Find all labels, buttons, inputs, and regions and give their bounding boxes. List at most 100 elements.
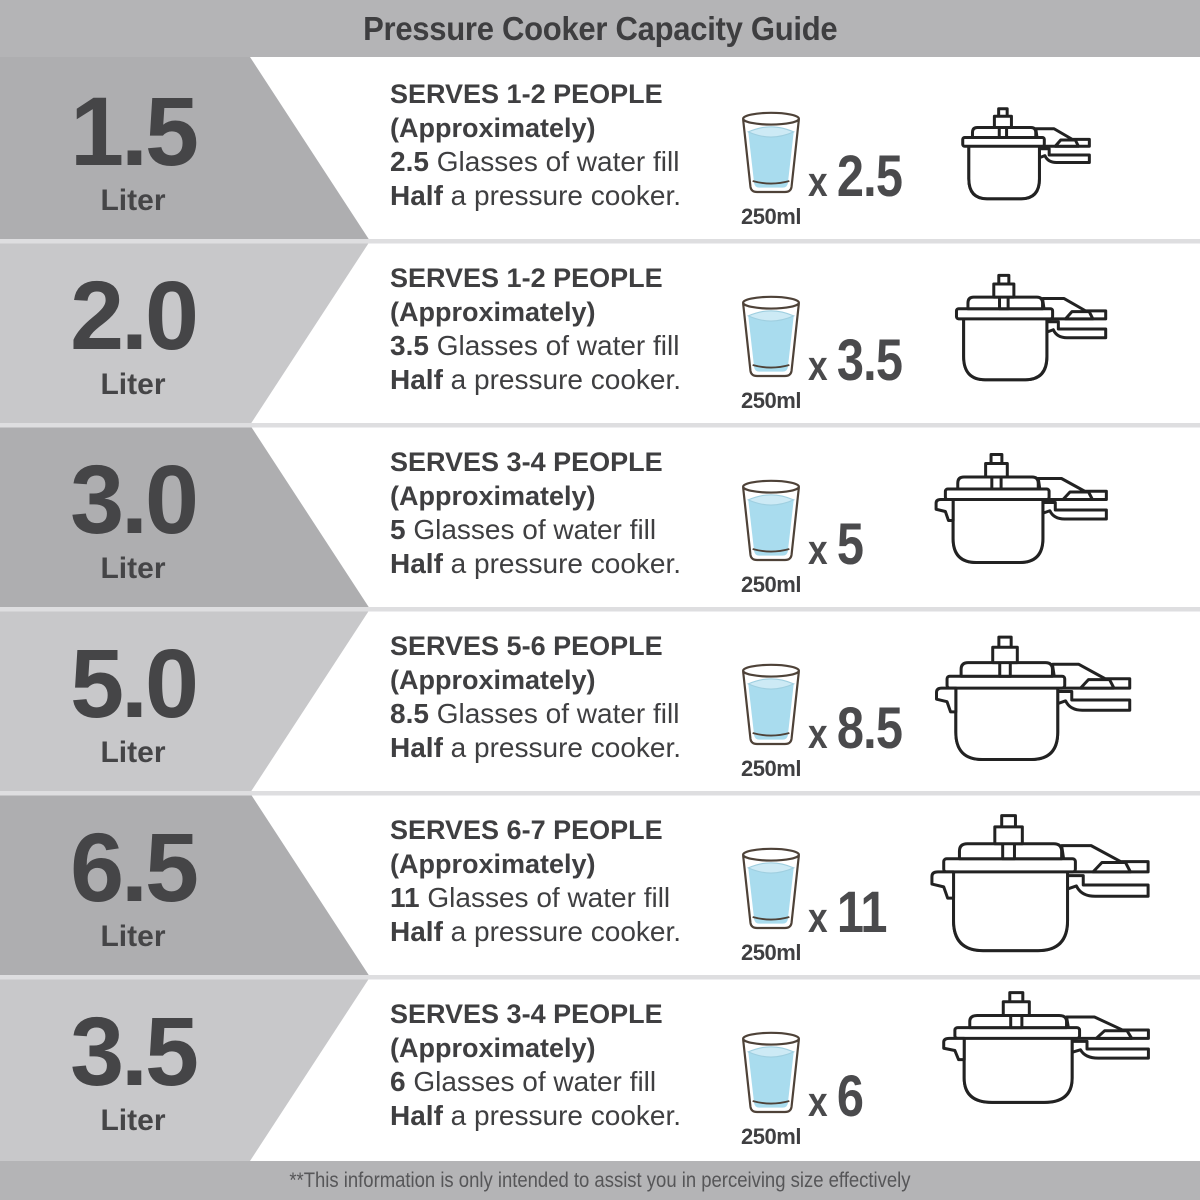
glass-block: 250ml (730, 109, 812, 230)
glasses-text: Glasses of water fill (428, 146, 680, 177)
row-description: SERVES 1-2 PEOPLE (Approximately) 2.5 Gl… (390, 77, 681, 213)
water-glass-icon (742, 295, 800, 378)
capacity-row-2.0l: 2.0 Liter SERVES 1-2 PEOPLE (Approximatel… (0, 241, 1200, 425)
glasses-line: 11 Glasses of water fill (390, 881, 681, 915)
water-glass-icon (742, 847, 800, 930)
multiplier-symbol: x (808, 158, 828, 205)
half-word: Half (390, 364, 443, 395)
footer-bar: **This information is only intended to a… (0, 1161, 1200, 1200)
glass-block: 250ml (730, 293, 812, 414)
half-text: a pressure cooker. (442, 916, 682, 947)
half-text: a pressure cooker. (442, 180, 682, 211)
page-title: Pressure Cooker Capacity Guide (362, 9, 838, 47)
pressure-cooker-icon (955, 274, 1107, 381)
capacity-row-6.5l: 6.5 Liter SERVES 6-7 PEOPLE (Approximatel… (0, 793, 1200, 977)
glasses-count: 11 (390, 882, 420, 913)
capacity-unit: Liter (100, 1104, 166, 1137)
capacity-number: 3.5 (70, 997, 199, 1106)
water-glass-icon (742, 111, 800, 194)
glasses-text: Glasses of water fill (428, 698, 680, 729)
water-glass-icon (742, 1031, 800, 1114)
capacity-value: 1.5 Liter (40, 83, 226, 216)
approx-line: (Approximately) (390, 849, 596, 879)
half-word: Half (390, 180, 443, 211)
glass-block: 250ml (730, 845, 812, 966)
title-bar: Pressure Cooker Capacity Guide (0, 0, 1200, 57)
half-text: a pressure cooker. (442, 1100, 682, 1131)
capacity-row-5.0l: 5.0 Liter SERVES 5-6 PEOPLE (Approximatel… (0, 609, 1200, 793)
capacity-number: 5.0 (70, 629, 199, 738)
glasses-text: Glasses of water fill (405, 514, 657, 545)
half-line: Half a pressure cooker. (390, 179, 681, 213)
serves-line: SERVES 6-7 PEOPLE (390, 815, 663, 845)
capacity-value: 5.0 Liter (40, 635, 226, 768)
glasses-line: 6 Glasses of water fill (390, 1065, 681, 1099)
serves-line: SERVES 3-4 PEOPLE (390, 999, 663, 1029)
half-word: Half (390, 916, 443, 947)
half-line: Half a pressure cooker. (390, 363, 681, 397)
capacity-unit: Liter (100, 368, 166, 401)
half-text: a pressure cooker. (442, 364, 682, 395)
multiplier: x 2.5 (808, 143, 903, 210)
half-text: a pressure cooker. (442, 732, 682, 763)
multiplier-symbol: x (808, 710, 828, 757)
row-description: SERVES 6-7 PEOPLE (Approximately) 11 Gla… (390, 813, 681, 949)
row-description: SERVES 5-6 PEOPLE (Approximately) 8.5 Gl… (390, 629, 681, 765)
row-description: SERVES 3-4 PEOPLE (Approximately) 5 Glas… (390, 445, 681, 581)
multiplier: x 8.5 (808, 695, 903, 762)
serves-line: SERVES 5-6 PEOPLE (390, 631, 663, 661)
pressure-cooker-icon (930, 814, 1150, 953)
approx-line: (Approximately) (390, 665, 596, 695)
capacity-unit: Liter (100, 552, 166, 585)
capacity-number: 1.5 (70, 77, 199, 186)
capacity-unit: Liter (100, 736, 166, 769)
water-glass-icon (742, 663, 800, 746)
glass-block: 250ml (730, 661, 812, 782)
capacity-value: 2.0 Liter (40, 267, 226, 400)
pressure-cooker-icon (961, 107, 1091, 200)
multiplier-symbol: x (808, 1078, 828, 1125)
approx-line: (Approximately) (390, 113, 596, 143)
glasses-line: 8.5 Glasses of water fill (390, 697, 681, 731)
glass-volume-label: 250ml (741, 204, 801, 229)
multiplier-value: 6 (836, 1064, 864, 1129)
glasses-text: Glasses of water fill (419, 882, 671, 913)
multiplier-value: 11 (836, 880, 888, 945)
glasses-count: 3.5 (390, 330, 429, 361)
capacity-value: 3.5 Liter (40, 1003, 226, 1136)
glass-block: 250ml (730, 1029, 812, 1150)
footer-note: **This information is only intended to a… (289, 1168, 911, 1192)
glass-volume-label: 250ml (741, 388, 801, 413)
approx-line: (Approximately) (390, 297, 596, 327)
water-glass-icon (742, 479, 800, 562)
pressure-cooker-icon (934, 453, 1108, 564)
capacity-unit: Liter (100, 184, 166, 217)
half-word: Half (390, 1100, 443, 1131)
multiplier-value: 8.5 (836, 696, 903, 761)
multiplier-symbol: x (808, 342, 828, 389)
pressure-cooker-icon (942, 991, 1150, 1104)
multiplier: x 11 (808, 879, 888, 946)
glasses-line: 5 Glasses of water fill (390, 513, 681, 547)
glasses-line: 2.5 Glasses of water fill (390, 145, 681, 179)
multiplier-value: 2.5 (836, 144, 903, 209)
capacity-row-3.5l: 3.5 Liter SERVES 3-4 PEOPLE (Approximatel… (0, 977, 1200, 1161)
capacity-value: 6.5 Liter (40, 819, 226, 952)
half-line: Half a pressure cooker. (390, 915, 681, 949)
glass-volume-label: 250ml (741, 756, 801, 781)
glass-volume-label: 250ml (741, 940, 801, 965)
pressure-cooker-icon (935, 635, 1132, 761)
capacity-number: 2.0 (70, 261, 199, 370)
glasses-line: 3.5 Glasses of water fill (390, 329, 681, 363)
glasses-count: 5 (390, 514, 406, 545)
glass-volume-label: 250ml (741, 1124, 801, 1149)
half-text: a pressure cooker. (442, 548, 682, 579)
approx-line: (Approximately) (390, 1033, 596, 1063)
capacity-number: 3.0 (70, 445, 199, 554)
glass-block: 250ml (730, 477, 812, 598)
capacity-row-3.0l: 3.0 Liter SERVES 3-4 PEOPLE (Approximatel… (0, 425, 1200, 609)
half-word: Half (390, 548, 443, 579)
